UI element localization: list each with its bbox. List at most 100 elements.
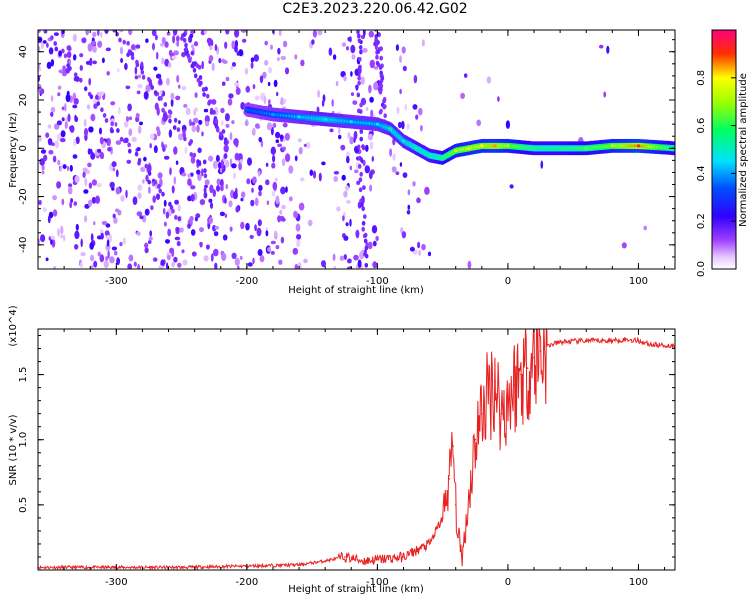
spectrogram-noise-blob xyxy=(90,152,96,160)
spectrogram-streak-blob xyxy=(361,144,365,150)
spectrogram-streak-blob xyxy=(184,46,188,52)
spectrogram-noise-blob xyxy=(344,185,349,191)
spectrogram-streak-blob xyxy=(358,56,362,62)
spectrogram-ridge-point xyxy=(349,120,353,124)
spectrogram-streak-blob xyxy=(50,35,54,41)
spectrogram-noise-blob xyxy=(128,116,133,121)
y-tick-label: 40 xyxy=(18,45,29,58)
spectrogram-noise-blob xyxy=(355,229,360,239)
spectrogram-noise-blob xyxy=(275,245,280,250)
spectrogram-noise-blob xyxy=(165,211,170,219)
spectrogram-noise-blob xyxy=(247,262,253,267)
spectrogram-streak-blob xyxy=(128,148,132,154)
spectrogram-noise-blob xyxy=(371,225,378,234)
spectrogram-streak-blob xyxy=(375,39,379,44)
spectrogram-noise-blob xyxy=(288,165,294,174)
spectrogram-noise-blob xyxy=(152,195,156,203)
spectrogram-streak-blob xyxy=(184,42,188,48)
spectrogram-streak-blob xyxy=(373,30,378,32)
spectrogram-noise-blob xyxy=(58,69,64,74)
spectrogram-streak-blob xyxy=(110,128,114,134)
spectrogram-noise-blob xyxy=(145,174,149,182)
spectrogram-noise-blob xyxy=(67,186,73,195)
spectrogram-streak-blob xyxy=(356,144,361,150)
spectrogram-noise-blob xyxy=(174,236,181,241)
spectrogram-noise-blob xyxy=(64,102,67,112)
spectrogram-noise-blob xyxy=(368,30,374,38)
spectrogram-noise-blob xyxy=(335,81,339,87)
spectrogram-noise-blob xyxy=(204,179,210,186)
spectrogram-streak-blob xyxy=(188,58,192,63)
spectrogram-streak-blob xyxy=(73,76,78,82)
spectrogram-streak-blob xyxy=(186,53,191,58)
spectrogram-noise-blob xyxy=(60,225,64,235)
spectrogram-noise-blob xyxy=(254,197,259,206)
spectrogram-noise-blob xyxy=(322,94,326,103)
x-tick-label: 0 xyxy=(505,276,511,287)
snr-panel: -300 -200 -100 0 100 0.5 1.0 1.5 Height of stra… xyxy=(8,305,676,595)
snr-data-point xyxy=(468,497,470,500)
spectrogram-noise-blob xyxy=(50,59,55,67)
spectrogram-noise-blob xyxy=(181,51,186,58)
spectrogram-streak-blob xyxy=(361,220,366,226)
spectrogram-noise-blob xyxy=(72,154,78,159)
spectrogram-noise-blob xyxy=(316,106,320,114)
spectrogram-noise-blob xyxy=(189,215,194,222)
spectrogram-noise-blob xyxy=(274,177,278,182)
spectrogram-noise-blob xyxy=(246,178,251,185)
spectrogram-noise-blob xyxy=(407,189,411,196)
spectrogram-noise-blob xyxy=(347,258,352,264)
spectrogram-streak-blob xyxy=(190,50,195,56)
spectrogram-noise-blob xyxy=(139,121,143,126)
spectrogram-noise-blob xyxy=(181,249,185,254)
spectrogram-noise-blob xyxy=(209,45,213,51)
spectrogram-streak-blob xyxy=(359,198,363,204)
spectrogram-noise-blob xyxy=(219,211,225,217)
spectrogram-noise-blob xyxy=(84,177,88,187)
spectrogram-noise-blob xyxy=(166,31,171,36)
spectrogram-noise-blob xyxy=(296,234,302,240)
spectrogram-noise-blob xyxy=(312,30,317,38)
spectrogram-noise-blob xyxy=(43,154,48,162)
spectrogram-noise-blob xyxy=(120,195,125,202)
spectrogram-ridge-point xyxy=(271,112,275,117)
spectrogram-noise-blob xyxy=(354,169,359,174)
spectrogram-noise-blob xyxy=(43,30,48,34)
spectrogram-noise-blob xyxy=(365,144,369,152)
spectrogram-noise-blob xyxy=(257,219,262,227)
snr-data-point xyxy=(298,564,300,566)
spectrogram-noise-blob xyxy=(297,262,302,269)
spectrogram-noise-blob xyxy=(88,77,92,86)
spectrogram-noise-blob xyxy=(345,222,349,227)
spectrogram-noise-blob xyxy=(214,44,218,51)
spectrogram-noise-blob xyxy=(208,55,214,62)
spectrogram-noise-blob xyxy=(113,250,118,256)
spectrogram-noise-blob xyxy=(57,92,61,97)
spectrogram-noise-blob xyxy=(296,239,301,248)
spectrogram-noise-blob xyxy=(415,114,419,120)
spectrogram-noise-blob xyxy=(235,206,240,213)
spectrogram-noise-blob xyxy=(603,91,606,98)
snr-plot-area xyxy=(38,329,675,570)
spectrogram-noise-blob xyxy=(267,247,271,252)
spectrogram-streak-blob xyxy=(379,83,384,89)
spectrogram-noise-blob xyxy=(275,139,280,143)
snr-data-point xyxy=(324,560,327,562)
spectrogram-noise-blob xyxy=(220,107,225,114)
spectrogram-noise-blob xyxy=(179,227,184,233)
spectrogram-noise-blob xyxy=(599,44,604,49)
spectrogram-ridge-point xyxy=(414,146,419,150)
spectrogram-noise-blob xyxy=(41,164,45,171)
spectrogram-noise-blob xyxy=(275,131,281,139)
spectrogram-noise-blob xyxy=(282,146,286,152)
x-tick-label: 100 xyxy=(629,276,648,287)
spectrogram-noise-blob xyxy=(364,165,370,174)
spectrogram-streak-blob xyxy=(356,30,360,35)
spectrogram-noise-blob xyxy=(194,92,198,98)
spectrogram-noise-blob xyxy=(87,148,91,155)
spectrogram-noise-blob xyxy=(62,65,66,72)
spectrogram-noise-blob xyxy=(101,57,105,64)
snr-y-multiplier: (x10^4) xyxy=(8,305,19,346)
spectrogram-noise-blob xyxy=(256,227,262,237)
spectrogram-noise-blob xyxy=(350,44,356,54)
